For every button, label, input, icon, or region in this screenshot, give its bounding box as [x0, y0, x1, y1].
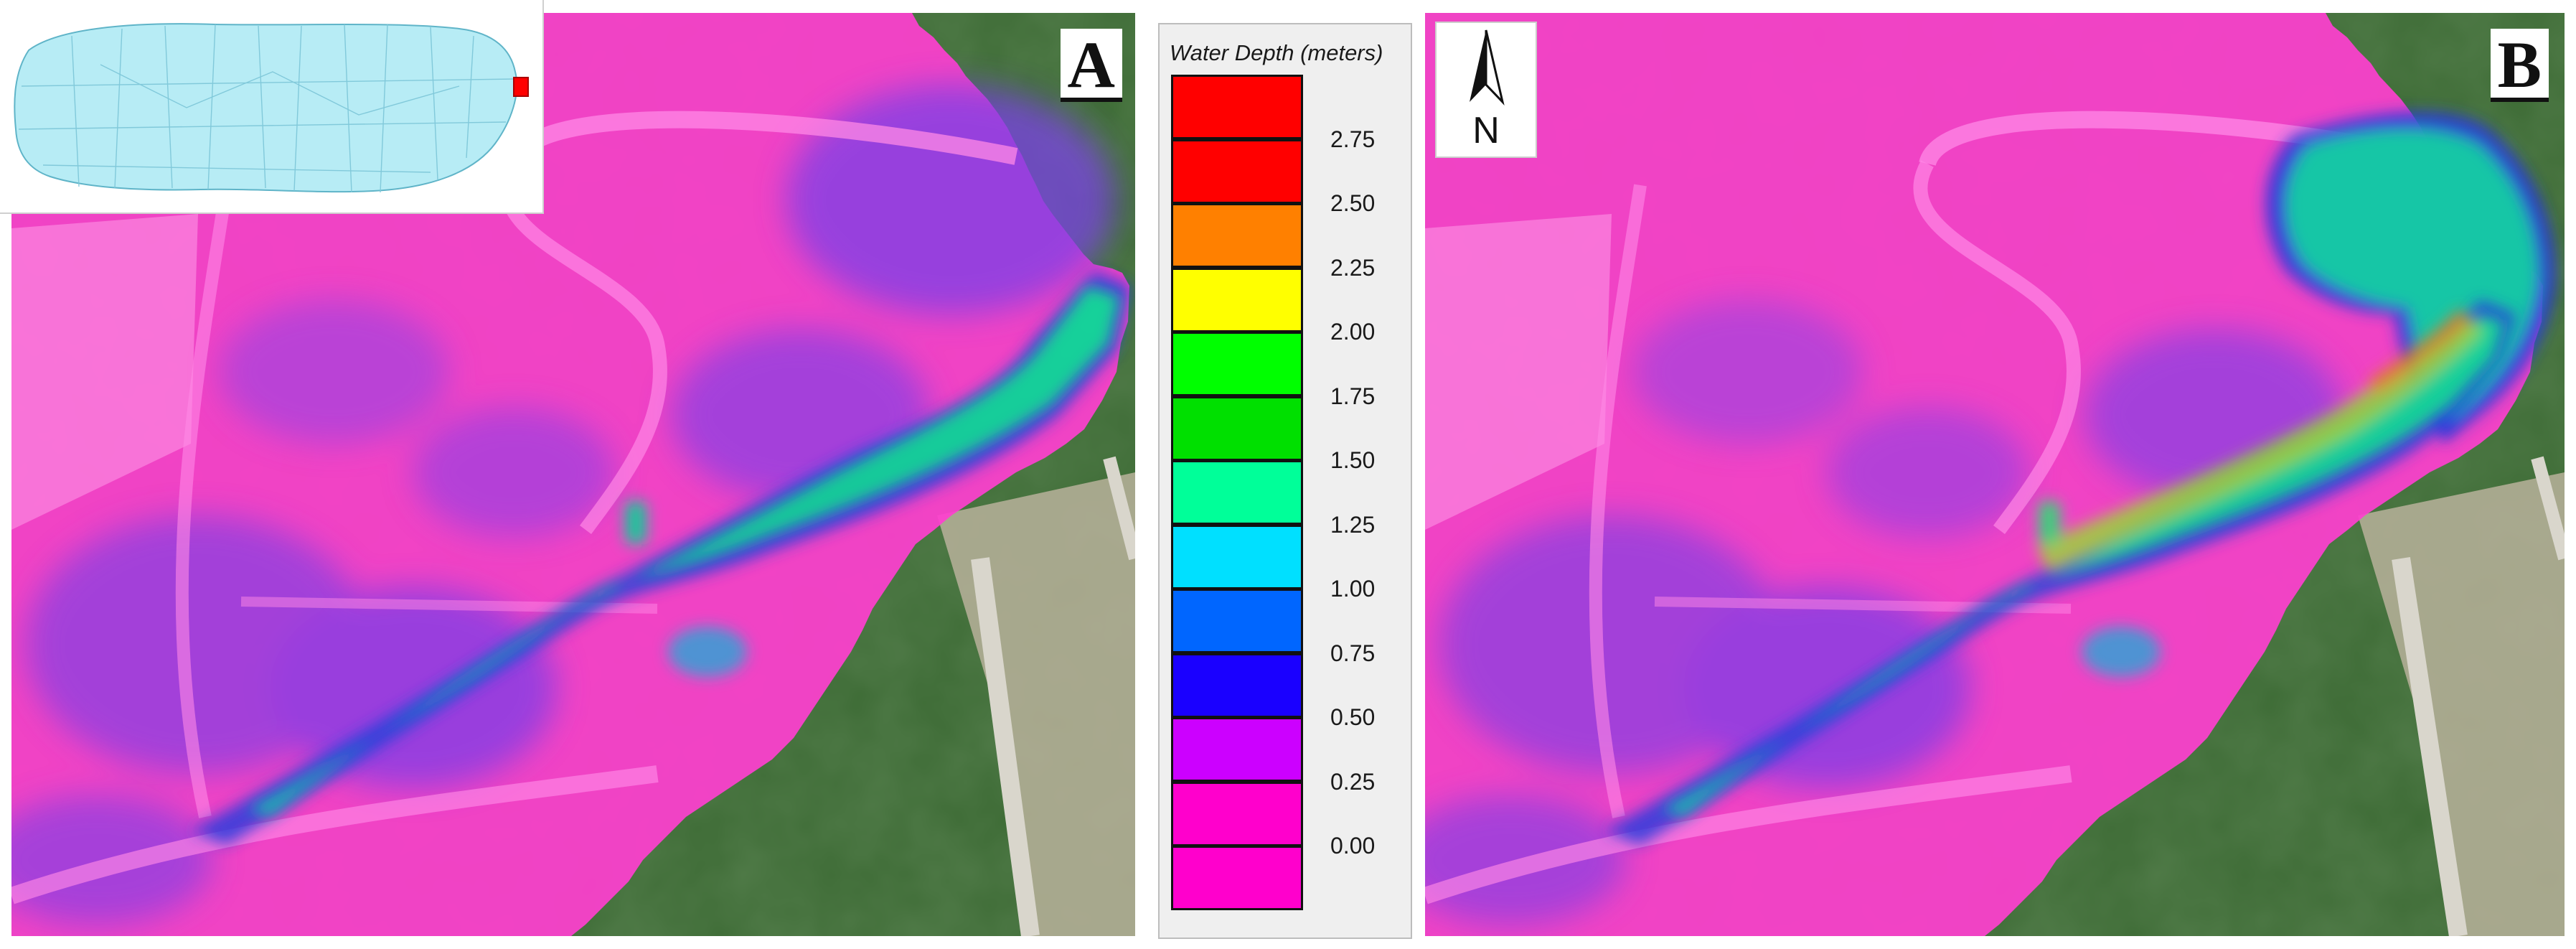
legend-bin	[1171, 75, 1303, 139]
flood-map-b-canvas	[1425, 13, 2565, 936]
legend-bin	[1171, 846, 1303, 910]
legend-bin-label: 0.75	[1330, 640, 1376, 666]
legend-bin-label: 1.50	[1330, 447, 1376, 473]
legend-bin	[1171, 396, 1303, 461]
legend-bin	[1171, 589, 1303, 653]
legend-bin	[1171, 782, 1303, 846]
legend-bin-label: 2.75	[1330, 126, 1376, 152]
legend-bin	[1171, 332, 1303, 396]
panel-label-a: A	[1060, 29, 1122, 102]
legend-bin-label: 1.75	[1330, 383, 1376, 409]
legend-bin	[1171, 139, 1303, 204]
north-arrow-icon	[1470, 29, 1505, 106]
water-depth-legend: Water Depth (meters) 2.75 2.50 2.25 2.00 1.7…	[1158, 23, 1412, 939]
legend-bin-label: 0.00	[1330, 833, 1376, 859]
legend-color-bins: 2.75 2.50 2.25 2.00 1.75 1.50 1.25 1.00 0.75 0.50…	[1171, 75, 1375, 910]
legend-bin	[1171, 653, 1303, 718]
legend-bin	[1171, 203, 1303, 268]
flood-map-panel-b: B	[1425, 13, 2565, 936]
panel-label-b: B	[2490, 29, 2549, 102]
legend-bin-label: 2.50	[1330, 190, 1376, 216]
legend-bin-label: 0.50	[1330, 704, 1376, 730]
legend-bin-label: 1.00	[1330, 576, 1376, 602]
flood-map-a-canvas	[11, 13, 1135, 936]
puerto-rico-locator-map	[14, 23, 529, 193]
study-area-highlight	[513, 77, 529, 97]
north-arrow: N	[1435, 22, 1537, 158]
legend-bin	[1171, 268, 1303, 332]
legend-bin	[1171, 460, 1303, 525]
north-label: N	[1472, 110, 1500, 151]
legend-bin-label: 1.25	[1330, 512, 1376, 538]
legend-bin-label: 0.25	[1330, 769, 1376, 795]
legend-bin	[1171, 525, 1303, 589]
legend-bin-label: 2.00	[1330, 319, 1376, 345]
legend-title: Water Depth (meters)	[1170, 40, 1383, 65]
legend-bin	[1171, 717, 1303, 782]
flood-map-panel-a: A	[11, 13, 1135, 936]
inset-locator-map	[0, 0, 544, 214]
legend-bin-label: 2.25	[1330, 255, 1376, 281]
